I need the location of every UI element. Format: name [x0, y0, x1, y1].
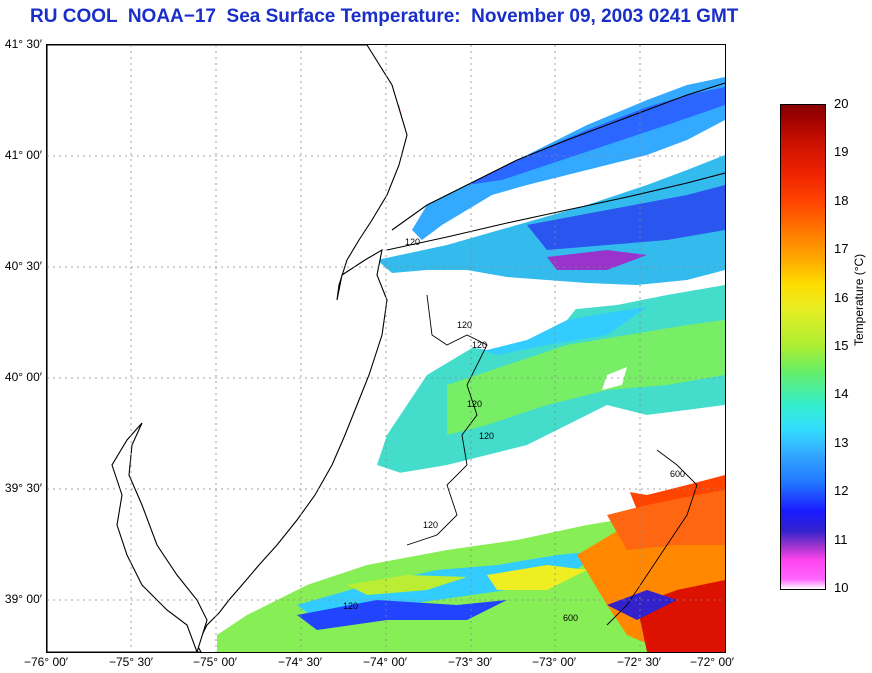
- colorbar-tick: 15: [834, 338, 849, 353]
- lat-label: 41° 30′: [4, 37, 42, 51]
- colorbar-tick: 19: [834, 144, 849, 159]
- map-title: RU COOL NOAA−17 Sea Surface Temperature:…: [30, 6, 739, 27]
- contour-label: 600: [563, 613, 578, 623]
- contour-label: 120: [405, 237, 420, 247]
- contour-label-group: 120 120 120 120 120 120 600 600 120: [343, 237, 685, 623]
- sst-map[interactable]: 120 120 120 120 120 120 600 600 120: [46, 44, 726, 653]
- lon-label: −72° 30′: [616, 655, 662, 669]
- colorbar-tick: 13: [834, 435, 849, 450]
- colorbar-tick: 17: [834, 241, 849, 256]
- lat-label: 39° 00′: [4, 592, 42, 606]
- colorbar-tick: 18: [834, 193, 849, 208]
- colorbar-tick: 11: [834, 532, 848, 547]
- lat-label: 39° 30′: [4, 481, 42, 495]
- contour-label: 120: [423, 520, 438, 530]
- contour-label: 120: [457, 320, 472, 330]
- lon-label: −74° 30′: [277, 655, 323, 669]
- cloud-mask: [237, 273, 725, 610]
- lat-label: 41° 00′: [4, 148, 42, 162]
- colorbar-tick: 14: [834, 386, 849, 401]
- colorbar-tick: 12: [834, 483, 849, 498]
- lon-label: −73° 30′: [447, 655, 493, 669]
- contour-label: 120: [467, 399, 482, 409]
- contour-label: 120: [343, 601, 358, 611]
- coastline: [47, 45, 725, 652]
- sst-map-canvas: 120 120 120 120 120 120 600 600 120: [47, 45, 725, 652]
- colorbar-tick: 20: [834, 96, 849, 111]
- lon-label: −72° 00′: [689, 655, 735, 669]
- lon-label: −73° 00′: [531, 655, 577, 669]
- graticule: [47, 45, 725, 652]
- lat-label: 40° 00′: [4, 370, 42, 384]
- contour-label: 120: [472, 340, 487, 350]
- contour-label: 600: [670, 469, 685, 479]
- lon-label: −74° 00′: [362, 655, 408, 669]
- colorbar-label: Temperature (°C): [852, 253, 866, 346]
- colorbar-tick: 10: [834, 580, 849, 595]
- lat-label: 40° 30′: [4, 259, 42, 273]
- contour-label: 120: [479, 431, 494, 441]
- colorbar-tick: 16: [834, 290, 849, 305]
- lon-label: −75° 30′: [108, 655, 154, 669]
- temperature-colorbar: [780, 104, 826, 590]
- lon-label: −75° 00′: [192, 655, 238, 669]
- lon-label: −76° 00′: [23, 655, 69, 669]
